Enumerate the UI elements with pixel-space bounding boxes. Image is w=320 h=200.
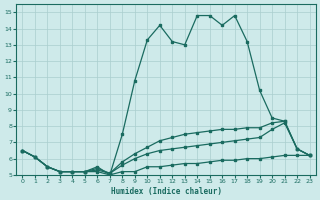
X-axis label: Humidex (Indice chaleur): Humidex (Indice chaleur) (110, 187, 221, 196)
